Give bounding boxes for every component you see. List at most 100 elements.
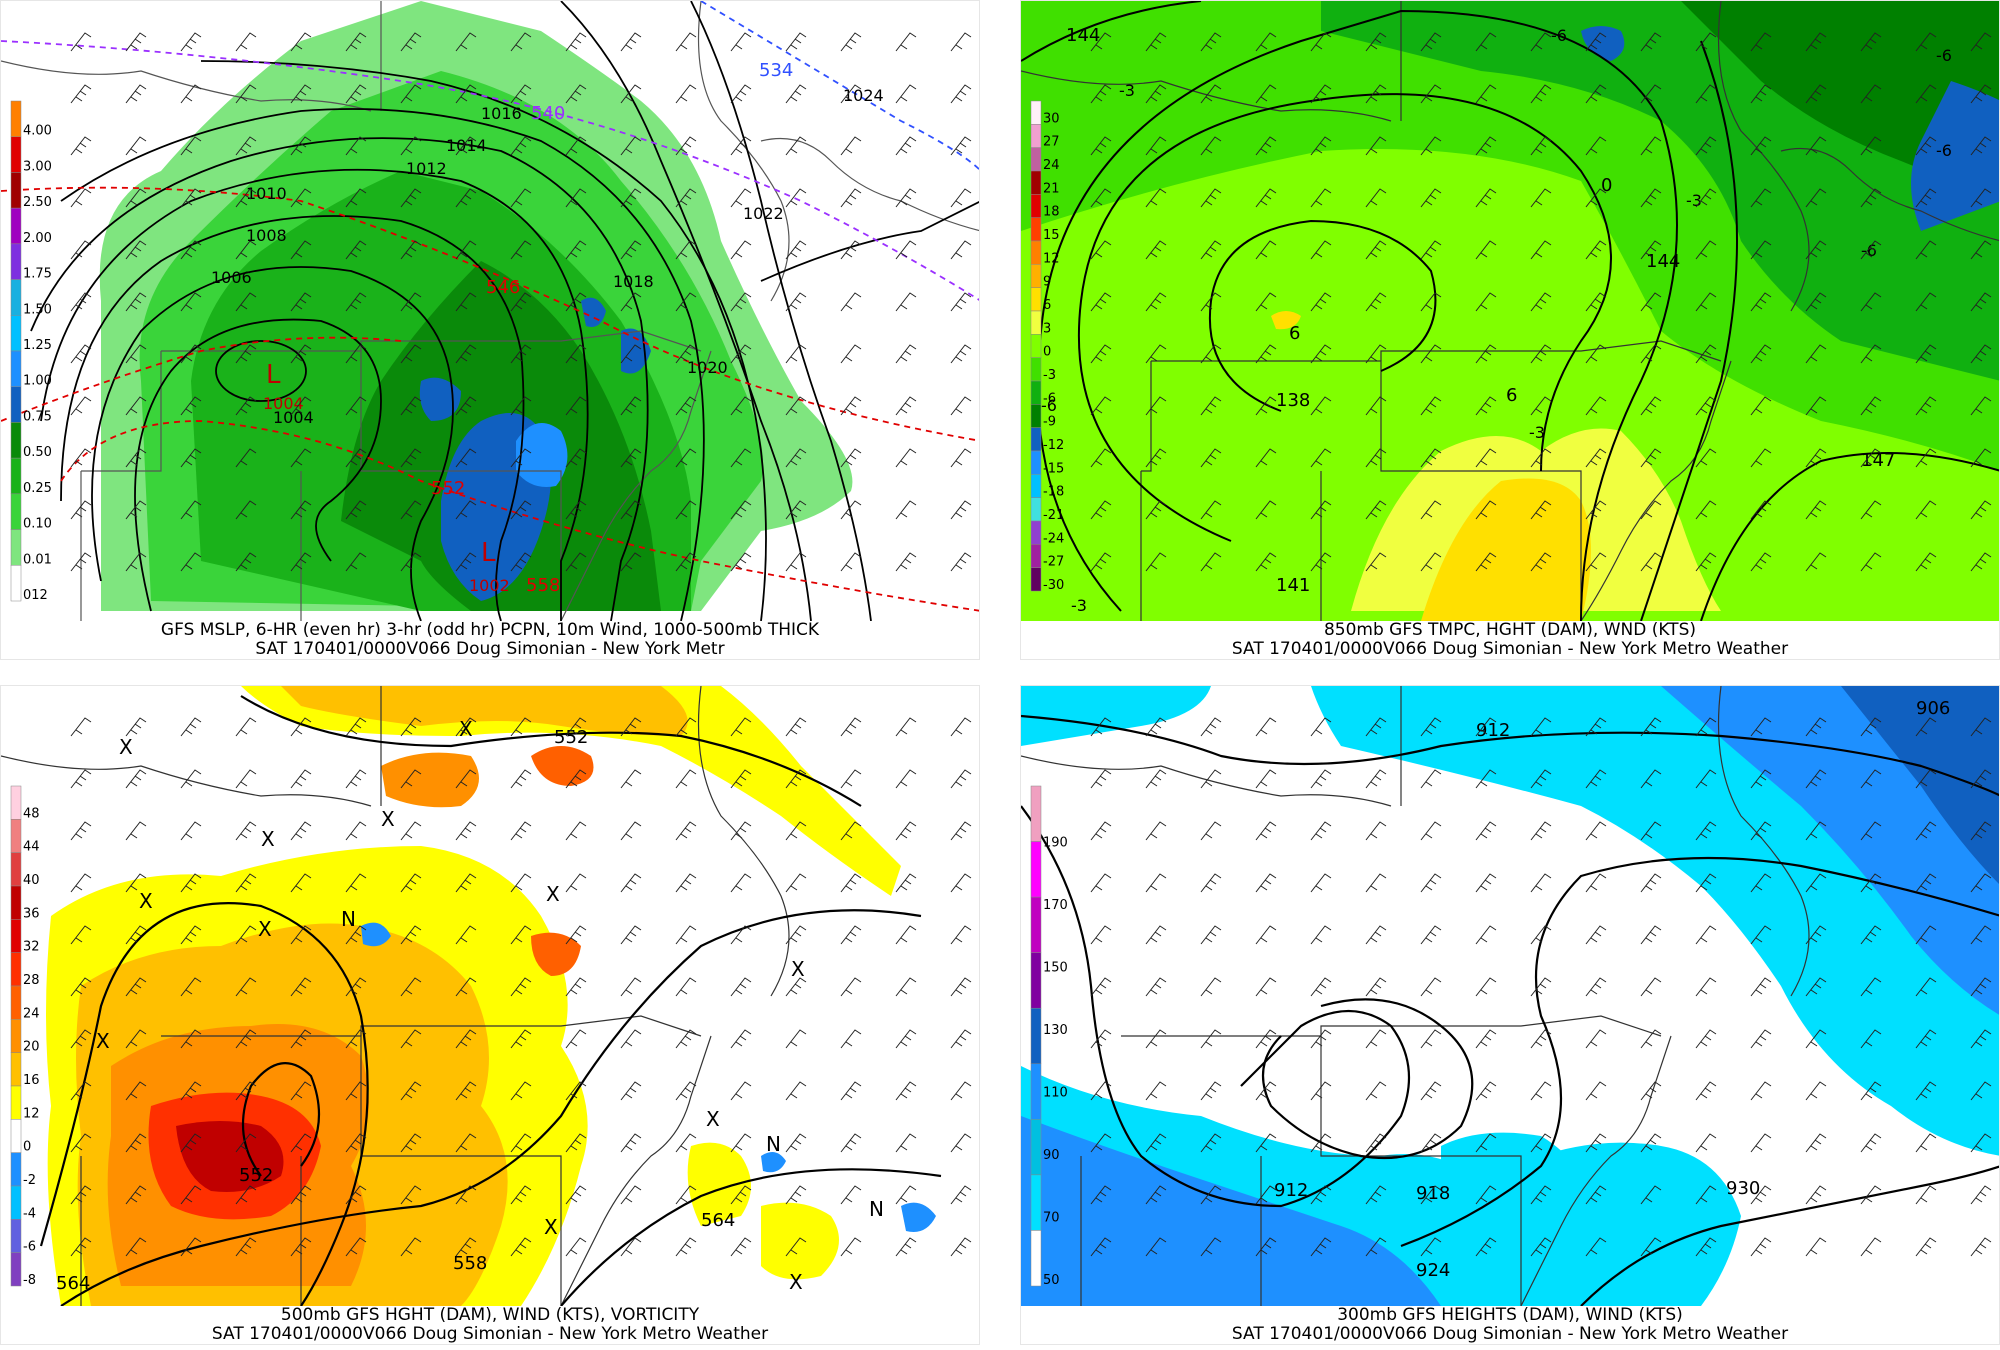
wind-barb — [510, 1185, 532, 1205]
wind-barb — [620, 84, 642, 104]
wind-barb — [1750, 821, 1772, 841]
wind-barb — [730, 1133, 752, 1153]
wind-barb — [455, 1081, 477, 1101]
wind-barb — [235, 188, 257, 208]
wind-barb — [1145, 240, 1167, 260]
wind-barb — [895, 821, 917, 841]
wind-barb — [1255, 977, 1277, 997]
wind-barb — [1640, 1133, 1662, 1153]
mslp-map: 4.00 3.00 2.50 2.00 1.75 1.50 1.25 1.00 0.75 0.50… — [1, 1, 979, 621]
wind-barb — [1805, 873, 1827, 893]
colorbar-swatch — [1030, 450, 1042, 475]
wind-barb — [620, 1029, 642, 1049]
colorbar-label: 012 — [23, 588, 48, 603]
wind-barb — [1090, 344, 1112, 364]
wind-barb — [70, 136, 92, 156]
wind-barb — [1365, 136, 1387, 156]
wind-barb — [730, 925, 752, 945]
wind-barb — [565, 344, 587, 364]
colorbar-label: 2.50 — [23, 195, 52, 210]
wind-barb — [1200, 925, 1222, 945]
wind-barb — [70, 1237, 92, 1257]
wind-barb — [180, 84, 202, 104]
wind-barb — [1585, 1029, 1607, 1049]
wind-barb — [400, 552, 422, 572]
wind-barb — [1750, 769, 1772, 789]
temp-label: -6 — [1041, 396, 1057, 415]
isobar-label: 1012 — [406, 159, 447, 178]
wind-barb — [235, 925, 257, 945]
wind-barb — [620, 552, 642, 572]
colorbar-swatch — [1030, 100, 1042, 125]
height-label: 918 — [1416, 1183, 1450, 1204]
wind-barb — [785, 1185, 807, 1205]
wind-barb — [1200, 717, 1222, 737]
wind-barb — [1970, 500, 1992, 520]
wind-barb — [235, 240, 257, 260]
wind-barb — [1970, 136, 1992, 156]
wind-barb — [1970, 925, 1992, 945]
colorbar-label: 1.50 — [23, 302, 52, 317]
wind-barb — [70, 32, 92, 52]
wind-barb — [125, 821, 147, 841]
wind-barb — [785, 448, 807, 468]
wind-barb — [675, 1081, 697, 1101]
wind-barb — [785, 396, 807, 416]
wind-barb — [1365, 500, 1387, 520]
wind-barb — [400, 769, 422, 789]
wind-barb — [1585, 292, 1607, 312]
wind-barb — [235, 1133, 257, 1153]
wind-barb — [840, 500, 862, 520]
wind-barb — [840, 821, 862, 841]
wind-barb — [785, 84, 807, 104]
wind-barb — [620, 1185, 642, 1205]
panel-subtitle: SAT 170401/0000V066 Doug Simonian - New … — [1231, 1324, 1789, 1344]
vort-min: N — [766, 1132, 781, 1156]
wind-barb — [455, 136, 477, 156]
wind-barb — [345, 84, 367, 104]
panel-title: 500mb GFS HGHT (DAM), WIND (KTS), VORTIC… — [280, 1305, 700, 1325]
wind-barb — [400, 500, 422, 520]
low-marker: L — [481, 538, 496, 568]
wind-barb — [1805, 240, 1827, 260]
wind-barb — [510, 717, 532, 737]
thickness-label: 546 — [486, 277, 520, 298]
wind-barb — [125, 1237, 147, 1257]
wind-barb — [1915, 84, 1937, 104]
wind-barb — [1365, 873, 1387, 893]
wind-barb — [1200, 1029, 1222, 1049]
wind-barb — [565, 1081, 587, 1101]
wind-barb — [180, 1081, 202, 1101]
wind-barb — [1640, 821, 1662, 841]
wind-barb — [785, 977, 807, 997]
wind-barb — [1420, 925, 1442, 945]
wind-barb — [1970, 1185, 1992, 1205]
wind-barb — [345, 873, 367, 893]
wind-barb — [840, 344, 862, 364]
wind-barb — [400, 240, 422, 260]
wind-barb — [1695, 552, 1717, 572]
wind-barb — [345, 292, 367, 312]
wind-barb — [1255, 32, 1277, 52]
wind-barb — [1970, 84, 1992, 104]
wind-barb — [675, 500, 697, 520]
wind-barb — [1310, 1237, 1332, 1257]
wind-barb — [1200, 821, 1222, 841]
wind-barb — [345, 188, 367, 208]
wind-barb — [1970, 396, 1992, 416]
wind-barb — [785, 1029, 807, 1049]
wind-barb — [70, 344, 92, 364]
colorbar-label: 48 — [23, 806, 40, 821]
wind-barb — [730, 344, 752, 364]
wind-barb — [455, 769, 477, 789]
colorbar-label: 0 — [23, 1140, 31, 1155]
wind-barb — [1475, 1081, 1497, 1101]
wind-barb — [1200, 84, 1222, 104]
temp-label: -3 — [1071, 596, 1087, 615]
wind-barb — [1200, 873, 1222, 893]
wind-barb — [400, 925, 422, 945]
wind-barb — [235, 84, 257, 104]
wind-barb — [1695, 292, 1717, 312]
wind-barb — [1805, 396, 1827, 416]
wind-barb — [1365, 1237, 1387, 1257]
